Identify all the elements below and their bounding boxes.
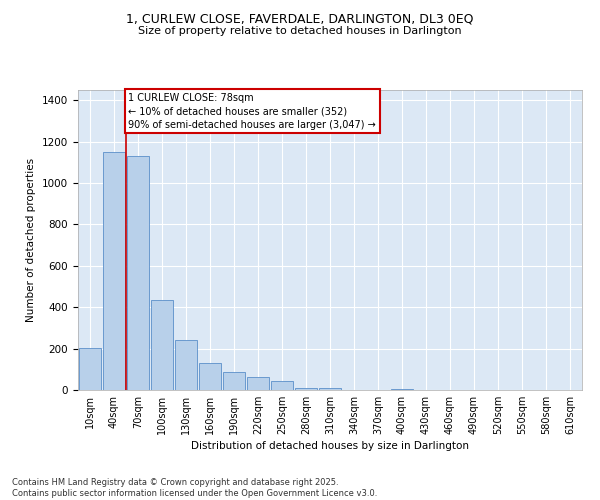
Bar — [295, 388, 317, 390]
Bar — [247, 376, 269, 390]
Text: Contains HM Land Registry data © Crown copyright and database right 2025.
Contai: Contains HM Land Registry data © Crown c… — [12, 478, 377, 498]
X-axis label: Distribution of detached houses by size in Darlington: Distribution of detached houses by size … — [191, 441, 469, 451]
Bar — [271, 380, 293, 390]
Bar — [319, 388, 341, 390]
Bar — [199, 363, 221, 390]
Bar — [79, 348, 101, 390]
Text: 1 CURLEW CLOSE: 78sqm
← 10% of detached houses are smaller (352)
90% of semi-det: 1 CURLEW CLOSE: 78sqm ← 10% of detached … — [128, 93, 376, 130]
Y-axis label: Number of detached properties: Number of detached properties — [26, 158, 37, 322]
Bar — [151, 300, 173, 390]
Text: Size of property relative to detached houses in Darlington: Size of property relative to detached ho… — [138, 26, 462, 36]
Bar — [127, 156, 149, 390]
Bar — [391, 389, 413, 390]
Bar — [103, 152, 125, 390]
Bar — [175, 340, 197, 390]
Bar — [223, 372, 245, 390]
Text: 1, CURLEW CLOSE, FAVERDALE, DARLINGTON, DL3 0EQ: 1, CURLEW CLOSE, FAVERDALE, DARLINGTON, … — [126, 12, 474, 26]
